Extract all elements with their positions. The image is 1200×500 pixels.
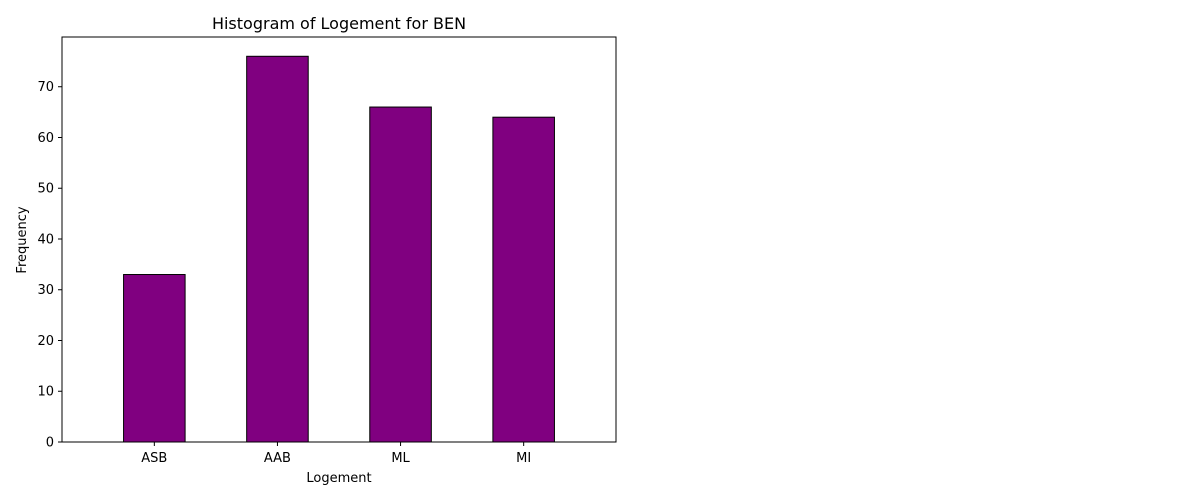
y-tick-label: 30 [37, 283, 54, 298]
x-tick-label: MI [516, 451, 531, 466]
x-tick-label: AAB [264, 451, 291, 466]
plot-frame [61, 36, 617, 443]
x-axis: ASB AAB ML MI [141, 442, 531, 466]
y-tick-label: 60 [37, 131, 54, 146]
y-tick-label: 0 [46, 436, 54, 451]
x-axis-label: Logement [306, 471, 371, 486]
bar-aab [246, 55, 309, 443]
y-axis: 0 10 20 30 40 50 60 70 [37, 80, 62, 451]
bar-mi [492, 116, 555, 443]
bars-group [123, 55, 555, 443]
y-axis-label: Frequency [15, 206, 30, 273]
chart-title: Histogram of Logement for BEN [212, 14, 466, 33]
bar-ml [369, 106, 432, 443]
x-tick-label: ASB [141, 451, 167, 466]
y-tick-label: 10 [37, 385, 54, 400]
x-tick-label: ML [391, 451, 410, 466]
y-tick-label: 40 [37, 232, 54, 247]
y-tick-label: 70 [37, 80, 54, 95]
y-tick-label: 50 [37, 182, 54, 197]
y-tick-label: 20 [37, 334, 54, 349]
bar-asb [123, 274, 186, 443]
